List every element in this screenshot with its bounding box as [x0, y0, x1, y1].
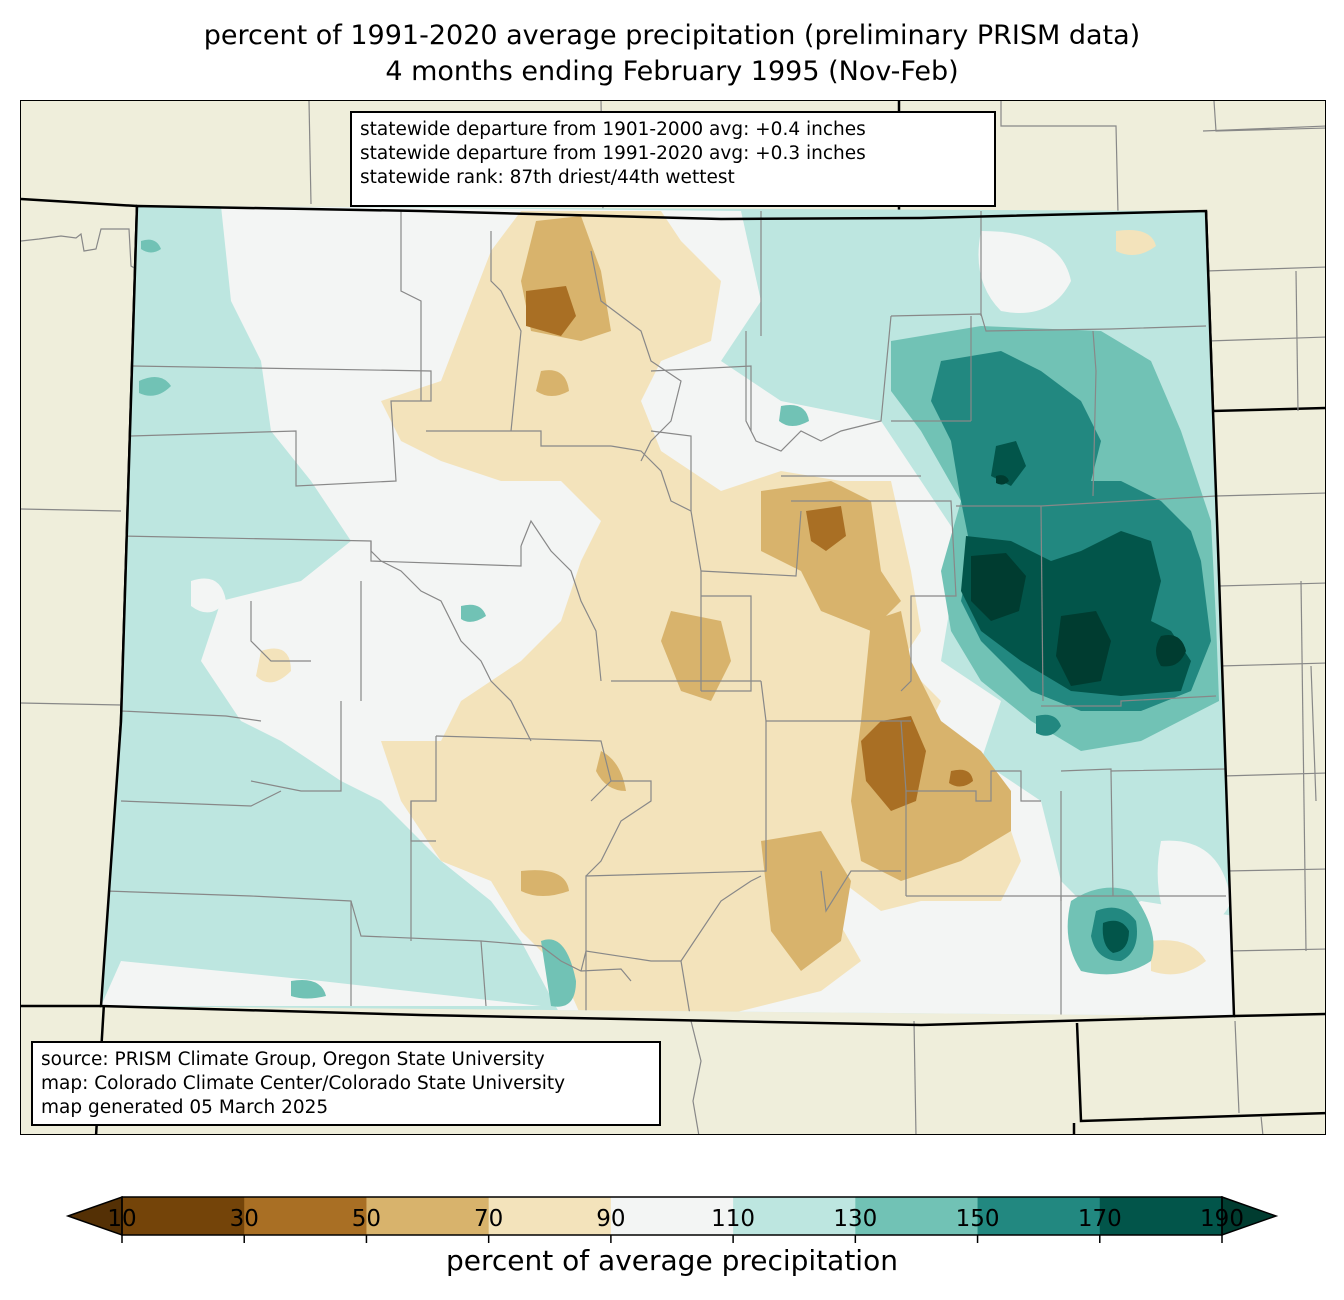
- colorbar-tick-label: 50: [351, 1206, 382, 1232]
- contour-170-190: [1102, 920, 1129, 953]
- contour-170-190: [991, 441, 1026, 486]
- colorbar-bin-110-130: [733, 1197, 856, 1235]
- source-line: source: PRISM Climate Group, Oregon Stat…: [41, 1049, 545, 1070]
- colorbar-tick-label: 130: [833, 1206, 878, 1232]
- contour-130-150: [291, 980, 326, 999]
- colorbar-bin-30-50: [244, 1197, 367, 1235]
- contour-130-150: [541, 939, 576, 1007]
- contour-50-70: [761, 481, 901, 631]
- colorbar-tick-label: 70: [474, 1206, 504, 1232]
- colorbar-tick-label: 10: [107, 1206, 137, 1232]
- map-title-line2: 4 months ending February 1995 (Nov-Feb): [385, 56, 959, 87]
- colorado-state-outline: [99, 204, 1236, 1027]
- contour-70-90: [1151, 940, 1206, 975]
- contour-50-70: [521, 870, 569, 896]
- contour-30-50: [806, 506, 846, 551]
- colorbar-bins: [122, 1197, 1223, 1235]
- contour-50-70: [661, 611, 731, 701]
- colorbar-bin-10-30: [122, 1197, 245, 1235]
- contour-50-70: [761, 831, 851, 971]
- colorbar-ticks: [121, 1235, 1223, 1243]
- map-canvas: [21, 101, 1325, 1134]
- precipitation-map: statewide departure from 1901-2000 avg: …: [20, 100, 1326, 1135]
- colorbar-tick-label: 190: [1200, 1206, 1244, 1232]
- colorbar-frame: [121, 1196, 1223, 1236]
- colorbar-bin-150-170: [977, 1197, 1101, 1235]
- contour-90-110: [191, 578, 226, 613]
- stats-rank: statewide rank: 87th driest/44th wettest: [360, 167, 735, 188]
- stats-departure-1901-2000: statewide departure from 1901-2000 avg: …: [360, 119, 866, 140]
- colorbar-tick-label: 170: [1077, 1206, 1122, 1232]
- contour-130-150: [461, 604, 486, 622]
- colorbar-bin-90-110: [610, 1197, 734, 1235]
- contour-above-190: [971, 553, 1026, 621]
- colorbar-bin-130-150: [855, 1197, 979, 1235]
- contour-130-150: [139, 377, 171, 396]
- colorbar-label: percent of average precipitation: [446, 1244, 898, 1277]
- contour-50-70: [851, 611, 1011, 881]
- map-title-line1: percent of 1991-2020 average precipitati…: [203, 20, 1141, 51]
- generated-date-line: map generated 05 March 2025: [41, 1097, 329, 1118]
- colorbar-bin-50-70: [366, 1197, 490, 1235]
- precip-contours: [101, 206, 1234, 1016]
- contour-50-70: [536, 370, 569, 396]
- contour-30-50: [526, 286, 576, 336]
- contour-above-190: [1156, 635, 1186, 667]
- contour-90-110: [1157, 840, 1231, 931]
- contour-130-150: [141, 239, 161, 253]
- contour-90-110: [978, 231, 1071, 313]
- colorbar-tick-label: 30: [229, 1206, 259, 1232]
- statewide-stats-box: statewide departure from 1901-2000 avg: …: [350, 111, 996, 207]
- colorbar: [65, 1195, 1279, 1243]
- colorbar-bin-170-190: [1099, 1197, 1223, 1235]
- contour-130-150: [779, 405, 809, 426]
- colorbar-bin-70-90: [488, 1197, 612, 1235]
- stats-departure-1991-2020: statewide departure from 1991-2020 avg: …: [360, 143, 866, 164]
- source-credit-box: source: PRISM Climate Group, Oregon Stat…: [31, 1041, 661, 1126]
- colorbar-tick-label: 110: [711, 1206, 756, 1232]
- contour-above-190: [1056, 611, 1111, 686]
- contour-70-90: [256, 648, 291, 683]
- map-credit-line: map: Colorado Climate Center/Colorado St…: [41, 1073, 566, 1094]
- contour-90-110: [101, 961, 541, 1006]
- contour-above-190: [996, 475, 1009, 485]
- colorbar-tick-label: 90: [596, 1206, 626, 1232]
- contour-30-50: [949, 769, 973, 787]
- colorbar-tick-label: 150: [955, 1206, 1000, 1232]
- contour-150-170: [1036, 714, 1061, 736]
- contour-70-90: [1116, 230, 1156, 255]
- contour-30-50: [861, 716, 926, 811]
- county-lines: [105, 211, 1227, 1016]
